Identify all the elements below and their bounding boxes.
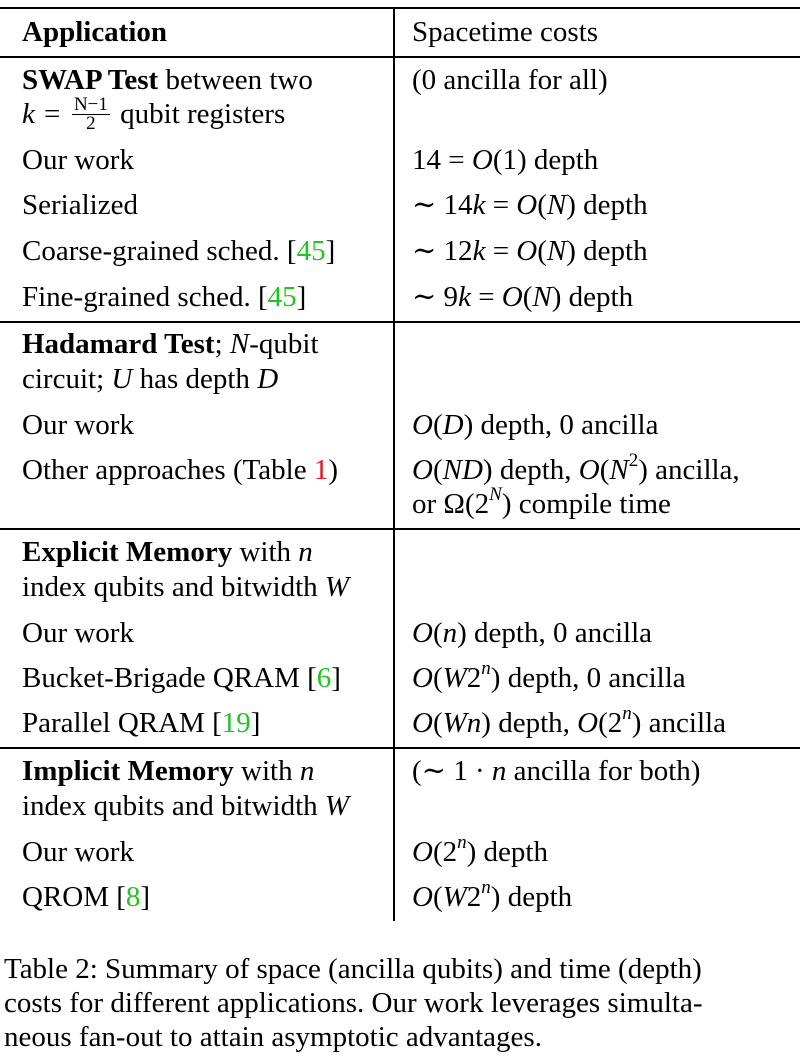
citation-link[interactable]: 45 (267, 281, 297, 313)
citation-link[interactable]: 45 (296, 235, 326, 267)
row-app: Our work (22, 836, 134, 868)
citation-link[interactable]: 19 (221, 707, 251, 739)
row-app: Our work (22, 144, 134, 176)
row-cost: ∼ 12k = O(N) depth (412, 235, 648, 267)
row-cost: O(W2n) depth, 0 ancilla (412, 658, 686, 694)
row-app: Our work (22, 617, 134, 649)
implicit-memory-note: (∼ 1 · n ancilla for both) (412, 755, 701, 787)
row-cost: O(ND) depth, O(N2) ancilla, (412, 450, 740, 486)
row-cost: ∼ 9k = O(N) depth (412, 281, 634, 313)
row-cost: O(n) depth, 0 ancilla (412, 617, 652, 649)
header-rule (0, 56, 800, 58)
implicit-memory-title: Implicit Memory with n (22, 755, 315, 787)
table-caption: Table 2: Summary of space (ancilla qubit… (4, 952, 804, 1054)
row-cost: ∼ 14k = O(N) depth (412, 189, 648, 221)
row-cost: O(Wn) depth, O(2n) ancilla (412, 703, 726, 739)
row-app: Parallel QRAM [19] (22, 707, 261, 739)
top-rule (0, 7, 800, 9)
section-rule (0, 528, 800, 530)
row-cost: O(2n) depth (412, 832, 548, 868)
table-ref-link[interactable]: 1 (313, 454, 329, 486)
header-spacetime-costs: Spacetime costs (412, 16, 599, 48)
row-app: Our work (22, 409, 134, 441)
caption-line: costs for different applications. Our wo… (4, 987, 703, 1019)
column-divider (393, 9, 395, 921)
row-cost: O(D) depth, 0 ancilla (412, 409, 659, 441)
caption-line: Table 2: Summary of space (ancilla qubit… (4, 953, 702, 985)
explicit-memory-title: Explicit Memory with n (22, 536, 313, 568)
row-cost-continued: or Ω(2N) compile time (412, 484, 671, 520)
row-app: Other approaches (Table 1) (22, 454, 339, 486)
row-app: Fine-grained sched. [45] (22, 281, 307, 313)
implicit-memory-subtitle: index qubits and bitwidth W (22, 790, 350, 822)
citation-link[interactable]: 8 (125, 881, 141, 913)
hadamard-test-title: Hadamard Test; N-qubit (22, 328, 319, 360)
swap-test-subtitle: k = N−1 2 qubit registers (22, 93, 286, 134)
row-app: QROM [8] (22, 881, 151, 913)
section-rule (0, 321, 800, 323)
row-app: Bucket-Brigade QRAM [6] (22, 662, 341, 694)
section-rule (0, 747, 800, 749)
citation-link[interactable]: 6 (316, 662, 332, 694)
hadamard-test-subtitle: circuit; U has depth D (22, 363, 279, 395)
row-app: Serialized (22, 189, 138, 221)
row-cost: 14 = O(1) depth (412, 144, 599, 176)
header-application: Application (22, 16, 168, 48)
swap-test-note: (0 ancilla for all) (412, 64, 608, 96)
row-cost: O(W2n) depth (412, 877, 573, 913)
fraction: N−1 2 (71, 93, 110, 134)
explicit-memory-subtitle: index qubits and bitwidth W (22, 571, 350, 603)
row-app: Coarse-grained sched. [45] (22, 235, 336, 267)
swap-test-title: SWAP Test between two (22, 64, 313, 96)
caption-line: neous fan-out to attain asymptotic advan… (4, 1021, 542, 1053)
